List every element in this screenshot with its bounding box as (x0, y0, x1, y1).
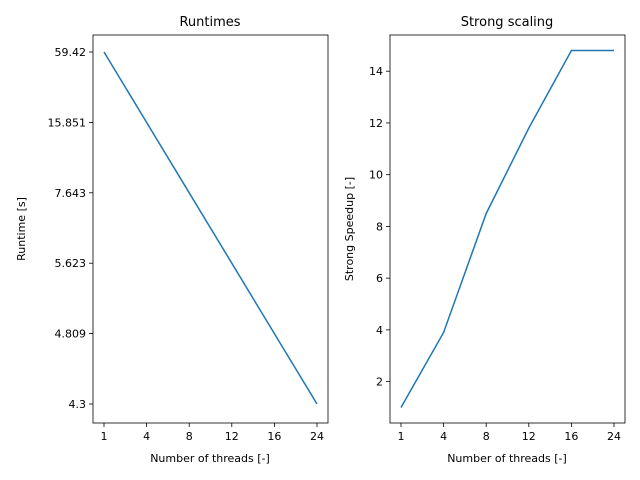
strong-scaling-line (400, 49, 614, 408)
x-tick-label: 12 (522, 430, 536, 443)
x-tick-label: 4 (440, 430, 447, 443)
x-tick-label: 8 (186, 430, 193, 443)
x-tick-label: 24 (607, 430, 621, 443)
runtimes-ylabel: Runtime [s] (15, 197, 28, 261)
y-tick-label: 8 (376, 220, 383, 233)
runtimes-axes-frame (92, 34, 329, 424)
x-tick-label: 1 (398, 430, 405, 443)
x-tick-label: 16 (267, 430, 281, 443)
strong-scaling-ylabel: Strong Speedup [-] (343, 177, 356, 281)
x-tick-label: 12 (225, 430, 239, 443)
y-tick-label: 5.623 (55, 257, 87, 270)
y-tick-label: 10 (369, 169, 383, 182)
runtimes-xlabel: Number of threads [-] (150, 452, 270, 465)
strong-scaling-title: Strong scaling (461, 15, 554, 30)
strong-scaling-xlabel: Number of threads [-] (447, 452, 567, 465)
y-tick-label: 12 (369, 117, 383, 130)
y-tick-label: 4.3 (69, 398, 87, 411)
y-tick-label: 4 (376, 324, 383, 337)
y-tick-label: 6 (376, 272, 383, 285)
x-tick-label: 8 (483, 430, 490, 443)
x-tick-label: 16 (564, 430, 578, 443)
runtimes-ticks: 1 4 8 12 16 24 4.3 4.809 5.623 7.643 15.851 59.42 (48, 46, 325, 443)
y-tick-label: 7.643 (55, 187, 87, 200)
runtimes-line (103, 51, 318, 405)
y-tick-label: 59.42 (55, 46, 87, 59)
y-tick-label: 14 (369, 65, 383, 78)
runtimes-panel: Runtimes 1 4 8 12 16 24 4.3 4.809 5.623 7.643 15.8… (15, 15, 329, 465)
y-tick-label: 2 (376, 376, 383, 389)
x-tick-label: 1 (101, 430, 108, 443)
x-tick-label: 4 (143, 430, 150, 443)
y-tick-label: 15.851 (48, 116, 87, 129)
x-tick-label: 24 (310, 430, 324, 443)
y-tick-label: 4.809 (55, 328, 87, 341)
runtimes-title: Runtimes (179, 15, 240, 30)
strong-scaling-axes-frame (389, 34, 626, 424)
